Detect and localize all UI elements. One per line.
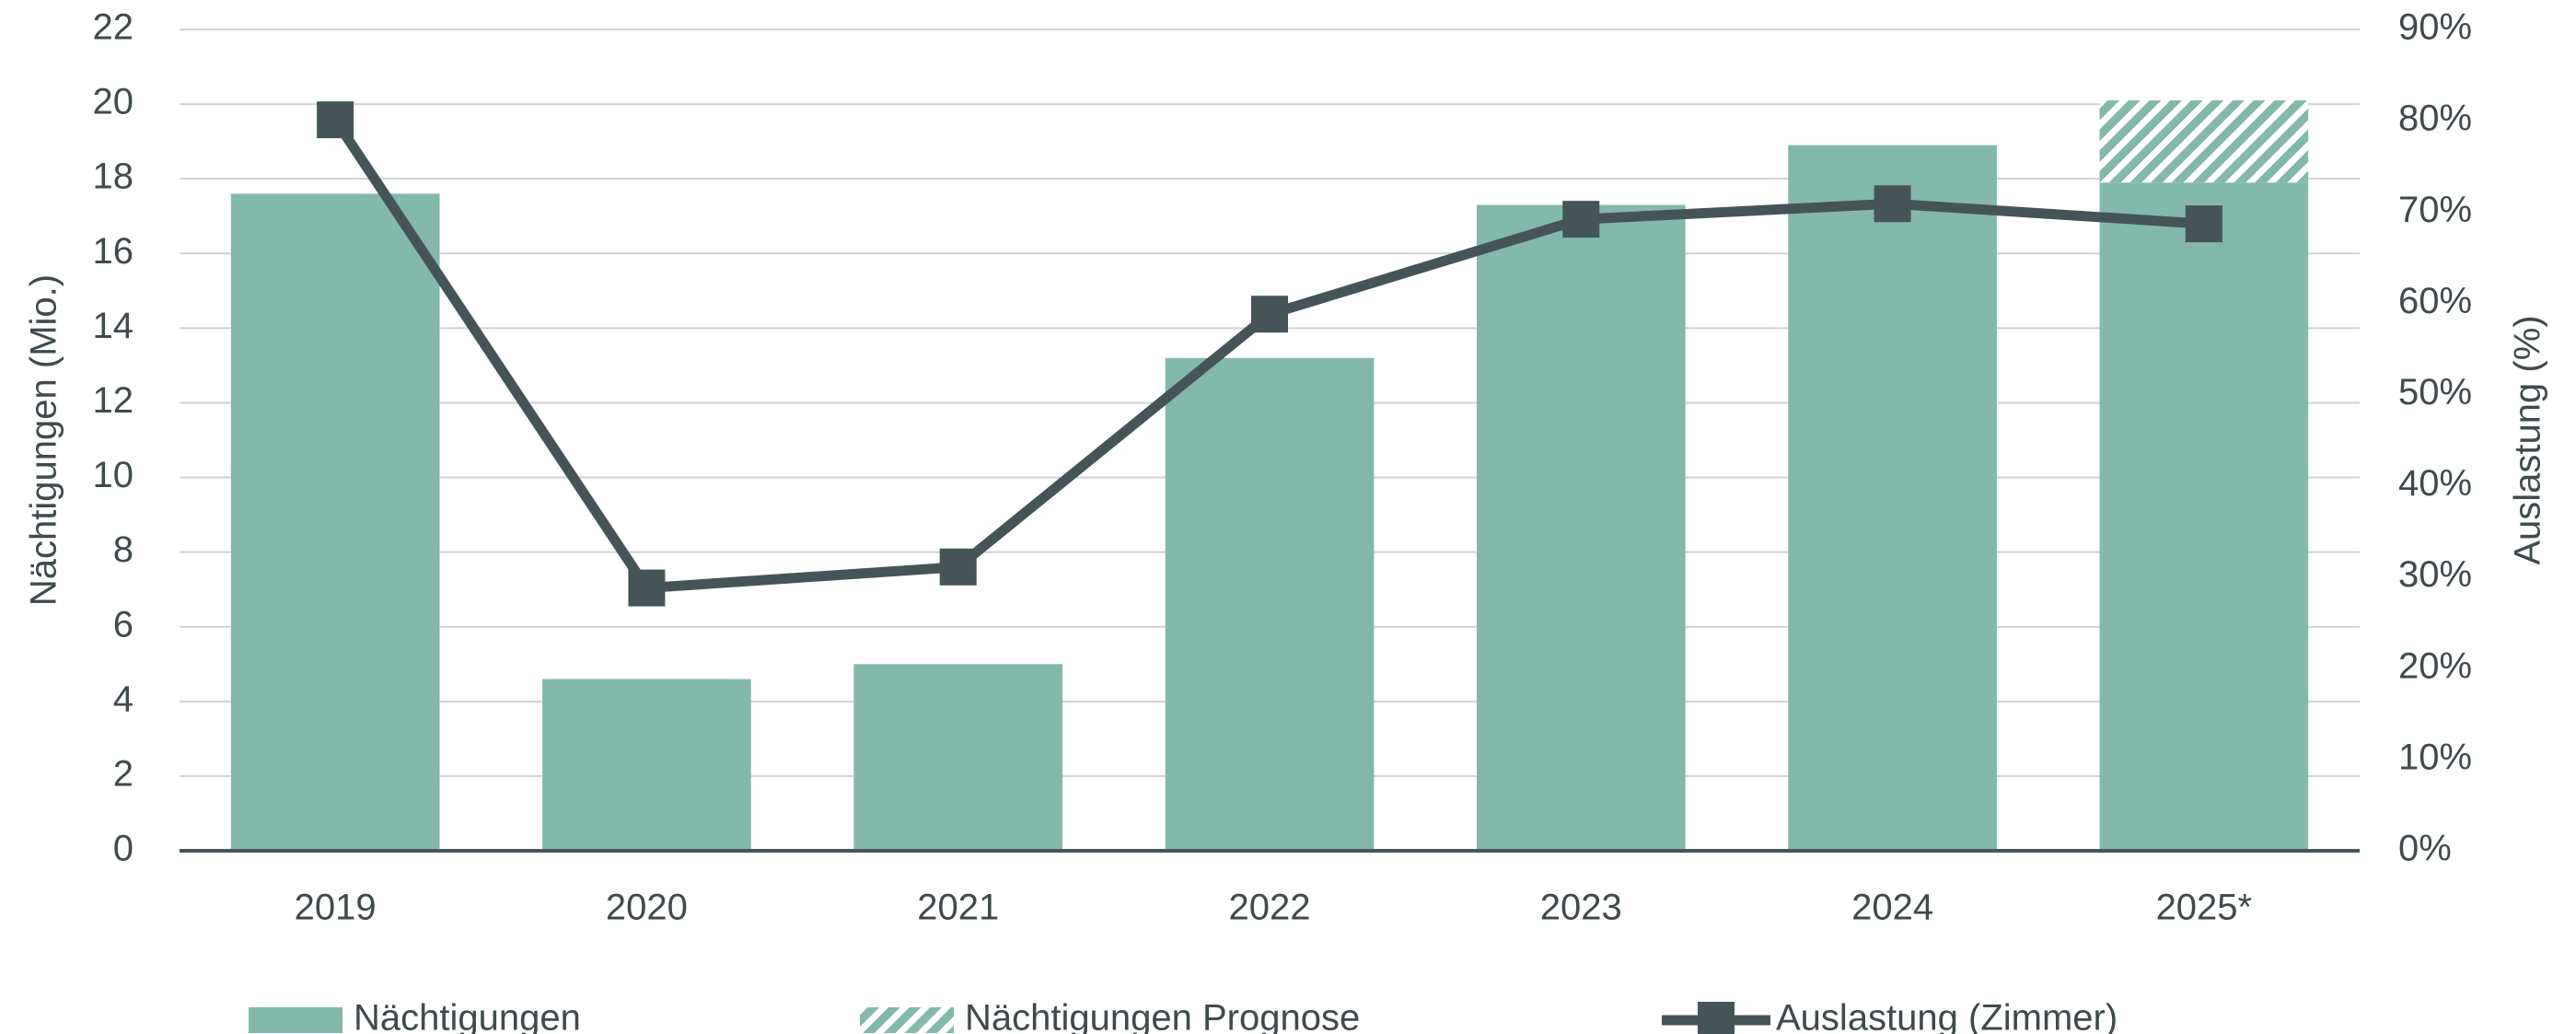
line-marker <box>1251 296 1288 333</box>
y-tick-label: 12 <box>93 380 134 421</box>
y2-tick-label: 60% <box>2398 281 2472 321</box>
legend-swatch <box>1698 1002 1735 1034</box>
y2-tick-label: 70% <box>2398 190 2472 230</box>
line-marker <box>628 569 666 607</box>
bar <box>1476 204 1686 852</box>
legend-swatch <box>860 1007 954 1033</box>
line-marker <box>2185 205 2222 243</box>
y2-tick-label: 90% <box>2398 7 2472 48</box>
bar <box>542 679 751 851</box>
x-tick-label: 2024 <box>1851 888 1933 928</box>
y-tick-label: 8 <box>113 529 133 570</box>
y2-tick-label: 0% <box>2398 829 2452 869</box>
bar <box>853 664 1063 851</box>
y-tick-label: 14 <box>93 306 134 346</box>
y2-tick-label: 40% <box>2398 463 2472 504</box>
y2-tick-label: 20% <box>2398 645 2472 686</box>
y-tick-label: 4 <box>113 679 133 719</box>
x-tick-label: 2020 <box>606 888 688 928</box>
x-tick-label: 2019 <box>295 888 377 928</box>
line-marker <box>1874 185 1911 223</box>
y2-axis-title: Auslastung (%) <box>2508 315 2548 564</box>
legend-swatch <box>249 1007 342 1033</box>
line-marker <box>1562 201 1600 238</box>
legend-label: Nächtigungen <box>354 998 581 1034</box>
x-tick-label: 2022 <box>1229 888 1311 928</box>
bar <box>2099 182 2309 852</box>
y-tick-label: 22 <box>93 7 134 48</box>
y-tick-label: 16 <box>93 231 134 272</box>
y-tick-label: 0 <box>113 829 133 869</box>
y-tick-label: 10 <box>93 455 134 495</box>
legend-label: Auslastung (Zimmer) <box>1776 998 2118 1034</box>
y-axis-title: Nächtigungen (Mio.) <box>24 274 64 606</box>
y-tick-label: 18 <box>93 157 134 197</box>
y-tick-label: 6 <box>113 604 133 645</box>
y2-tick-label: 30% <box>2398 554 2472 595</box>
bar <box>1788 145 1997 851</box>
bar <box>1165 357 1375 851</box>
line-marker <box>939 548 977 586</box>
x-tick-label: 2025* <box>2156 888 2253 928</box>
x-tick-label: 2021 <box>917 888 999 928</box>
line-marker <box>317 101 354 139</box>
x-tick-label: 2023 <box>1540 888 1622 928</box>
y2-tick-label: 50% <box>2398 372 2472 412</box>
y2-tick-label: 10% <box>2398 737 2472 777</box>
y-tick-label: 20 <box>93 82 134 122</box>
y-tick-label: 2 <box>113 753 133 794</box>
y2-tick-label: 80% <box>2398 99 2472 139</box>
bar <box>2099 100 2309 183</box>
bar <box>230 193 440 851</box>
legend-label: Nächtigungen Prognose <box>965 998 1360 1034</box>
